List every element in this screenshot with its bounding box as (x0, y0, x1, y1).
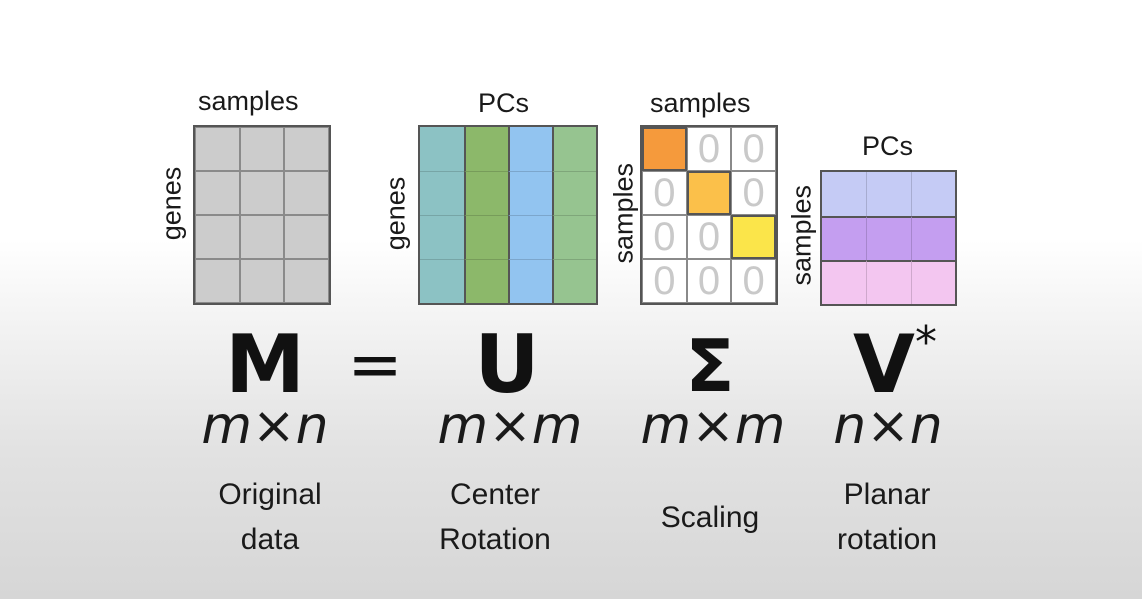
u-cell (552, 259, 596, 303)
m-cell (195, 215, 240, 259)
sigma-zero-cell: 0 (642, 215, 687, 259)
u-symbol: U (474, 318, 540, 411)
v-cell (910, 260, 955, 304)
v-superscript: * (914, 317, 937, 368)
m-cell (239, 259, 285, 303)
v-desc-line1: Planar (843, 478, 931, 511)
sigma-zero: 0 (697, 215, 721, 259)
sigma-zero: 0 (653, 215, 676, 259)
m-cell (284, 171, 329, 215)
sigma-symbol: Σ (685, 324, 735, 408)
sigma-zero: 0 (742, 171, 765, 215)
u-matrix (418, 125, 598, 305)
sigma-zero-cell: 0 (731, 259, 776, 303)
v-col-label: PCs (862, 131, 914, 161)
sigma-desc: Scaling (660, 501, 760, 534)
u-desc: Center Rotation (395, 472, 595, 562)
sigma-col-label: samples (650, 88, 751, 118)
u-desc-line2: Rotation (439, 523, 551, 556)
m-desc: Original data (170, 472, 370, 562)
m-cell (284, 259, 329, 303)
sigma-zero-cell: 0 (642, 171, 687, 215)
u-cell (508, 259, 552, 303)
u-cell (420, 127, 464, 171)
v-desc: Planar rotation (787, 472, 987, 562)
v-symbol: V* (840, 321, 950, 405)
u-dims: m×m (437, 396, 583, 456)
u-cell (464, 215, 508, 259)
m-cell (195, 171, 240, 215)
u-cell (552, 171, 596, 215)
u-cell (420, 259, 464, 303)
m-cell (195, 259, 240, 303)
v-desc-line2: rotation (836, 523, 938, 556)
m-desc-line2: data (240, 523, 300, 556)
u-cell (508, 215, 552, 259)
sigma-diagonal-cell (731, 215, 776, 259)
m-cell (284, 127, 329, 171)
sigma-zero: 0 (653, 259, 676, 303)
sigma-zero: 0 (742, 259, 765, 303)
u-cell (464, 171, 508, 215)
m-dims: m×n (201, 396, 329, 456)
sigma-zero: 0 (653, 171, 676, 215)
v-cell (910, 216, 955, 260)
sigma-diagonal-cell (642, 127, 687, 171)
v-letter: V (853, 318, 915, 411)
sigma-zero-cell: 0 (642, 259, 687, 303)
sigma-zero: 0 (697, 127, 721, 171)
v-matrix (820, 170, 957, 306)
sigma-zero-cell: 0 (686, 127, 732, 171)
sigma-zero-cell: 0 (731, 171, 776, 215)
m-cell (239, 215, 285, 259)
sigma-zero: 0 (697, 259, 721, 303)
v-cell (866, 216, 911, 260)
v-cell (910, 172, 955, 216)
m-desc-line1: Original (218, 478, 322, 511)
m-row-label: genes (156, 166, 187, 241)
m-matrix (193, 125, 331, 305)
sigma-dims: m×m (640, 396, 786, 456)
m-symbol: M (225, 318, 305, 411)
v-dims: n×n (833, 396, 943, 456)
m-cell (284, 215, 329, 259)
sigma-zero-cell: 0 (731, 127, 776, 171)
m-cell (239, 171, 285, 215)
m-col-label: samples (198, 86, 299, 116)
u-cell (508, 171, 552, 215)
u-col-label: PCs (478, 88, 530, 118)
u-cell (420, 171, 464, 215)
u-desc-line1: Center (449, 478, 541, 511)
m-cell (195, 127, 240, 171)
v-cell (866, 260, 911, 304)
u-cell (464, 259, 508, 303)
sigma-diagonal-cell (686, 171, 732, 215)
sigma-zero-cell: 0 (686, 259, 732, 303)
v-cell (866, 172, 911, 216)
v-cell (822, 260, 867, 304)
sigma-row-label: samples (608, 162, 639, 264)
u-cell (508, 127, 552, 171)
u-row-label: genes (380, 176, 411, 251)
m-cell (239, 127, 285, 171)
equals-sign: = (347, 326, 403, 403)
u-cell (552, 127, 596, 171)
v-row-label: samples (786, 184, 817, 286)
u-cell (552, 215, 596, 259)
v-cell (822, 172, 867, 216)
sigma-zero: 0 (742, 127, 765, 171)
u-cell (420, 215, 464, 259)
v-cell (822, 216, 867, 260)
sigma-zero-cell: 0 (686, 215, 732, 259)
u-cell (464, 127, 508, 171)
